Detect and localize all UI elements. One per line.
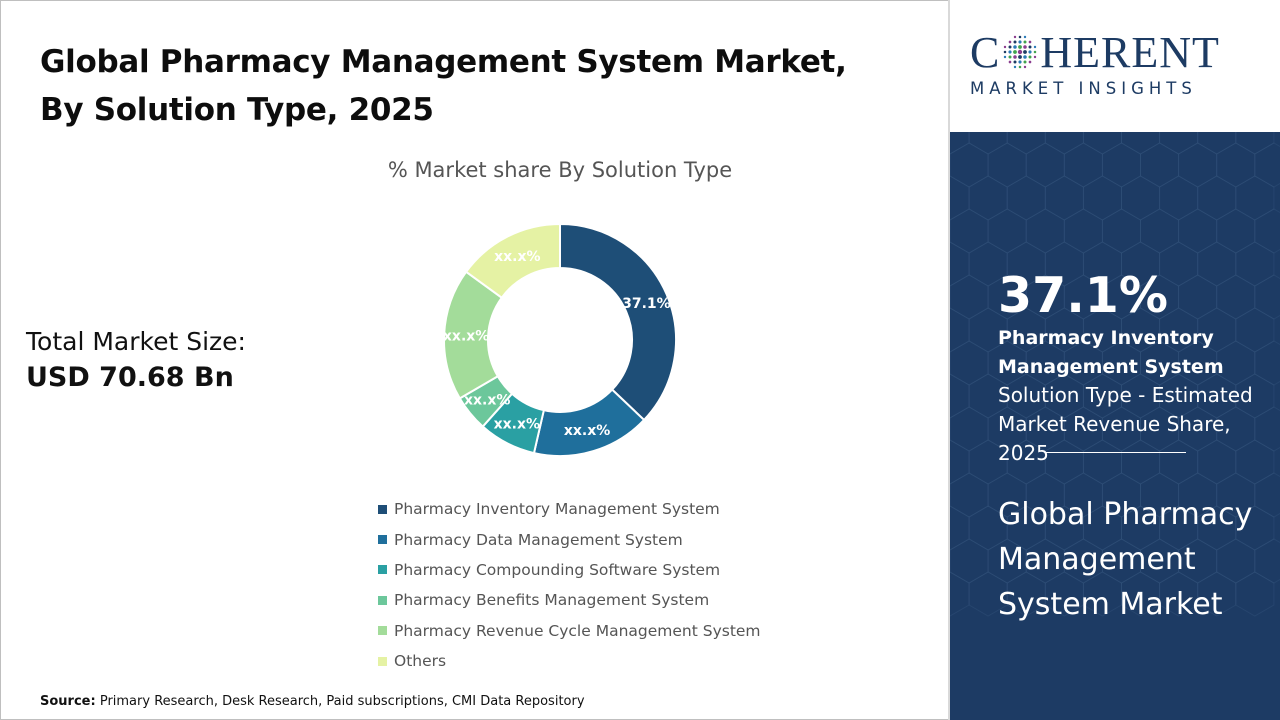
total-market-size: Total Market Size: USD 70.68 Bn <box>26 326 246 398</box>
highlight-segment-name: Pharmacy Inventory Management System <box>998 327 1224 378</box>
source-text: Primary Research, Desk Research, Paid su… <box>99 694 585 709</box>
brand-name-part1: C <box>970 28 1001 77</box>
donut-label-1: xx.x% <box>564 423 610 439</box>
legend-swatch-3 <box>378 595 387 605</box>
chart-title: % Market share By Solution Type <box>387 158 733 182</box>
legend-label-3: Pharmacy Benefits Management System <box>394 591 710 610</box>
highlight-value: 37.1% <box>998 267 1168 324</box>
donut-slice-0 <box>559 222 677 422</box>
highlight-panel: 37.1% Pharmacy Inventory Management Syst… <box>950 132 1280 720</box>
legend-swatch-4 <box>378 626 387 636</box>
legend-item-5: Others <box>378 646 761 676</box>
donut-label-5: xx.x% <box>494 249 540 265</box>
brand-logo: C HERENT MARKET INSIGHTS <box>970 30 1270 100</box>
globe-dots-icon <box>1004 35 1037 69</box>
legend-item-4: Pharmacy Revenue Cycle Management System <box>378 616 761 646</box>
hexagon-pattern <box>950 132 1280 617</box>
highlight-description: Solution Type - Estimated Market Revenue… <box>998 383 1253 465</box>
donut-label-0: 37.1% <box>622 296 671 312</box>
divider <box>1046 452 1186 453</box>
legend-label-0: Pharmacy Inventory Management System <box>394 500 720 519</box>
brand-tagline: MARKET INSIGHTS <box>970 79 1197 98</box>
legend-item-0: Pharmacy Inventory Management System <box>378 494 761 524</box>
donut-label-3: xx.x% <box>464 392 510 408</box>
brand-wordmark: C HERENT <box>970 30 1270 76</box>
highlight-market-name: Global Pharmacy Management System Market <box>998 497 1253 622</box>
legend-swatch-5 <box>378 656 387 666</box>
right-panel: C HERENT MARKET INSIGHTS 37.1% Pharmacy I… <box>948 0 1280 720</box>
source-label: Source: <box>40 694 96 709</box>
chart-legend: Pharmacy Inventory Management System Phar… <box>378 494 761 676</box>
page-title: Global Pharmacy Management System Market… <box>40 38 920 134</box>
page-title-line2: By Solution Type, 2025 <box>40 92 434 128</box>
legend-swatch-1 <box>378 535 387 545</box>
legend-swatch-2 <box>378 565 387 575</box>
donut-label-2: xx.x% <box>494 416 540 432</box>
page-title-line1: Global Pharmacy Management System Market… <box>40 44 847 80</box>
source-note: Source: Primary Research, Desk Research,… <box>40 694 585 709</box>
market-size-label: Total Market Size: <box>26 327 246 356</box>
legend-item-1: Pharmacy Data Management System <box>378 524 761 554</box>
legend-label-5: Others <box>394 652 447 671</box>
legend-item-2: Pharmacy Compounding Software System <box>378 555 761 585</box>
legend-swatch-0 <box>378 504 387 514</box>
donut-chart: 37.1% xx.x% xx.x% xx.x% xx.x% xx.x% <box>443 222 677 457</box>
donut-label-4: xx.x% <box>443 328 489 344</box>
legend-label-1: Pharmacy Data Management System <box>394 530 683 549</box>
donut-slice-5 <box>464 222 561 300</box>
legend-label-4: Pharmacy Revenue Cycle Management System <box>394 621 761 640</box>
brand-name-part2: HERENT <box>1040 28 1220 77</box>
legend-label-2: Pharmacy Compounding Software System <box>394 560 721 579</box>
legend-item-3: Pharmacy Benefits Management System <box>378 585 761 615</box>
market-size-value: USD 70.68 Bn <box>26 362 234 393</box>
